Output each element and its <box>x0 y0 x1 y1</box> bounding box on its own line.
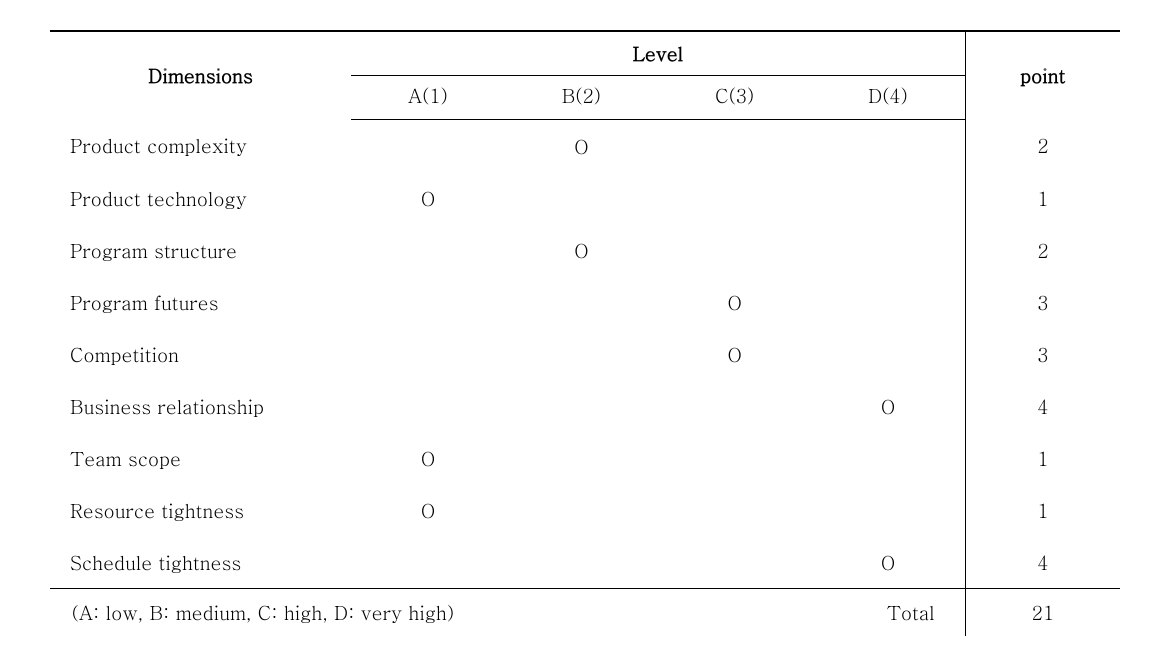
level-cell: O <box>658 276 811 328</box>
level-cell: O <box>351 172 504 224</box>
row-point: 2 <box>965 120 1120 173</box>
level-cell <box>658 224 811 276</box>
level-cell <box>658 380 811 432</box>
footer-total-label: Total <box>658 589 965 637</box>
level-cell <box>351 328 504 380</box>
row-label: Team scope <box>50 432 351 484</box>
row-point: 1 <box>965 484 1120 536</box>
table-row: Resource tightnessO 1 <box>50 484 1120 536</box>
level-cell <box>505 432 658 484</box>
level-cell <box>658 432 811 484</box>
row-label: Business relationship <box>50 380 351 432</box>
table-row: Business relationship O4 <box>50 380 1120 432</box>
row-point: 4 <box>965 536 1120 589</box>
row-point: 3 <box>965 276 1120 328</box>
level-cell <box>505 276 658 328</box>
level-cell <box>505 172 658 224</box>
row-label: Product complexity <box>50 120 351 173</box>
header-point: point <box>965 31 1120 120</box>
header-level-a: A(1) <box>351 76 504 120</box>
header-dimensions: Dimensions <box>50 31 351 120</box>
table-row: Team scopeO 1 <box>50 432 1120 484</box>
row-point: 2 <box>965 224 1120 276</box>
level-cell <box>658 536 811 589</box>
level-cell <box>351 536 504 589</box>
row-label: Program futures <box>50 276 351 328</box>
header-level-c: C(3) <box>658 76 811 120</box>
footer-row: （A: low, B: medium, C: high, D: very hig… <box>50 589 1120 637</box>
level-cell <box>351 276 504 328</box>
level-cell <box>811 484 965 536</box>
level-cell <box>505 328 658 380</box>
table-header: Dimensions Level point A(1) B(2) C(3) D(… <box>50 31 1120 120</box>
dimensions-table-container: Dimensions Level point A(1) B(2) C(3) D(… <box>50 30 1120 636</box>
header-level-group: Level <box>351 31 965 76</box>
table-row: Product technologyO 1 <box>50 172 1120 224</box>
table-row: Product complexity O 2 <box>50 120 1120 173</box>
table-row: Competition O 3 <box>50 328 1120 380</box>
level-cell <box>505 380 658 432</box>
level-cell <box>658 120 811 173</box>
header-row-top: Dimensions Level point <box>50 31 1120 76</box>
level-cell <box>505 536 658 589</box>
level-cell: O <box>811 380 965 432</box>
level-cell <box>351 224 504 276</box>
level-cell <box>811 120 965 173</box>
table-row: Schedule tightness O4 <box>50 536 1120 589</box>
table-body: Product complexityO2Product technologyO1… <box>50 120 1120 589</box>
footer-total-point: 21 <box>965 589 1120 637</box>
row-point: 3 <box>965 328 1120 380</box>
table-footer: （A: low, B: medium, C: high, D: very hig… <box>50 589 1120 637</box>
header-level-d: D(4) <box>811 76 965 120</box>
level-cell: O <box>351 432 504 484</box>
row-label: Schedule tightness <box>50 536 351 589</box>
level-cell: O <box>505 224 658 276</box>
table-row: Program futures O 3 <box>50 276 1120 328</box>
footer-legend: （A: low, B: medium, C: high, D: very hig… <box>50 589 658 637</box>
level-cell <box>811 172 965 224</box>
level-cell <box>351 120 504 173</box>
level-cell <box>351 380 504 432</box>
level-cell: O <box>658 328 811 380</box>
level-cell <box>811 276 965 328</box>
dimensions-table: Dimensions Level point A(1) B(2) C(3) D(… <box>50 30 1120 636</box>
table-row: Program structure O 2 <box>50 224 1120 276</box>
level-cell: O <box>811 536 965 589</box>
row-label: Resource tightness <box>50 484 351 536</box>
row-label: Competition <box>50 328 351 380</box>
row-point: 1 <box>965 172 1120 224</box>
level-cell: O <box>351 484 504 536</box>
level-cell <box>658 484 811 536</box>
level-cell: O <box>505 120 658 173</box>
row-point: 4 <box>965 380 1120 432</box>
level-cell <box>658 172 811 224</box>
level-cell <box>505 484 658 536</box>
row-label: Product technology <box>50 172 351 224</box>
header-level-b: B(2) <box>505 76 658 120</box>
level-cell <box>811 432 965 484</box>
level-cell <box>811 328 965 380</box>
row-point: 1 <box>965 432 1120 484</box>
level-cell <box>811 224 965 276</box>
row-label: Program structure <box>50 224 351 276</box>
